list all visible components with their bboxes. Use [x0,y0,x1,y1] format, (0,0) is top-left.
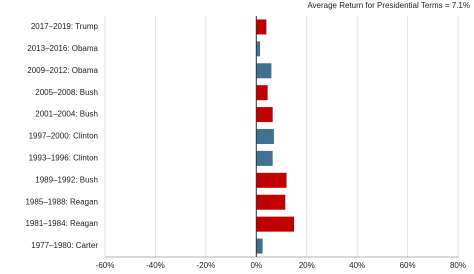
y-tick-label: 2001–2004: Bush [35,110,98,119]
y-tick-label: 2009–2012: Obama [27,66,98,75]
y-tick-label: 1981–1984: Reagan [25,219,98,228]
bar [256,63,272,79]
x-tick-label: 20% [299,261,315,270]
x-tick-label: -40% [146,261,165,270]
x-tick-label: 80% [450,261,466,270]
bar [256,41,261,57]
y-tick-label: 2017–2019: Trump [31,22,99,31]
bar [256,194,286,210]
bar [256,238,263,254]
bar [256,19,267,35]
chart-title: Average Return for Presidential Terms = … [307,1,470,10]
bar [256,150,273,166]
y-tick-label: 1977–1980: Carter [31,241,98,250]
bar [256,85,268,101]
bar [256,107,273,123]
x-tick-label: 0% [251,261,263,270]
x-tick-label: -20% [197,261,216,270]
y-tick-label: 1989–1992: Bush [35,175,98,184]
bar [256,172,287,188]
y-tick-label: 1997–2000: Clinton [29,132,98,141]
x-tick-label: -60% [96,261,115,270]
y-tick-label: 1993–1996: Clinton [29,154,98,163]
y-tick-label: 2005–2008: Bush [35,88,98,97]
bar [256,216,295,232]
bar [256,129,274,144]
y-tick-label: 2013–2016: Obama [27,44,98,53]
x-tick-label: 40% [349,261,365,270]
y-tick-label: 1985–1988: Reagan [25,197,98,206]
x-tick-label: 60% [400,261,416,270]
